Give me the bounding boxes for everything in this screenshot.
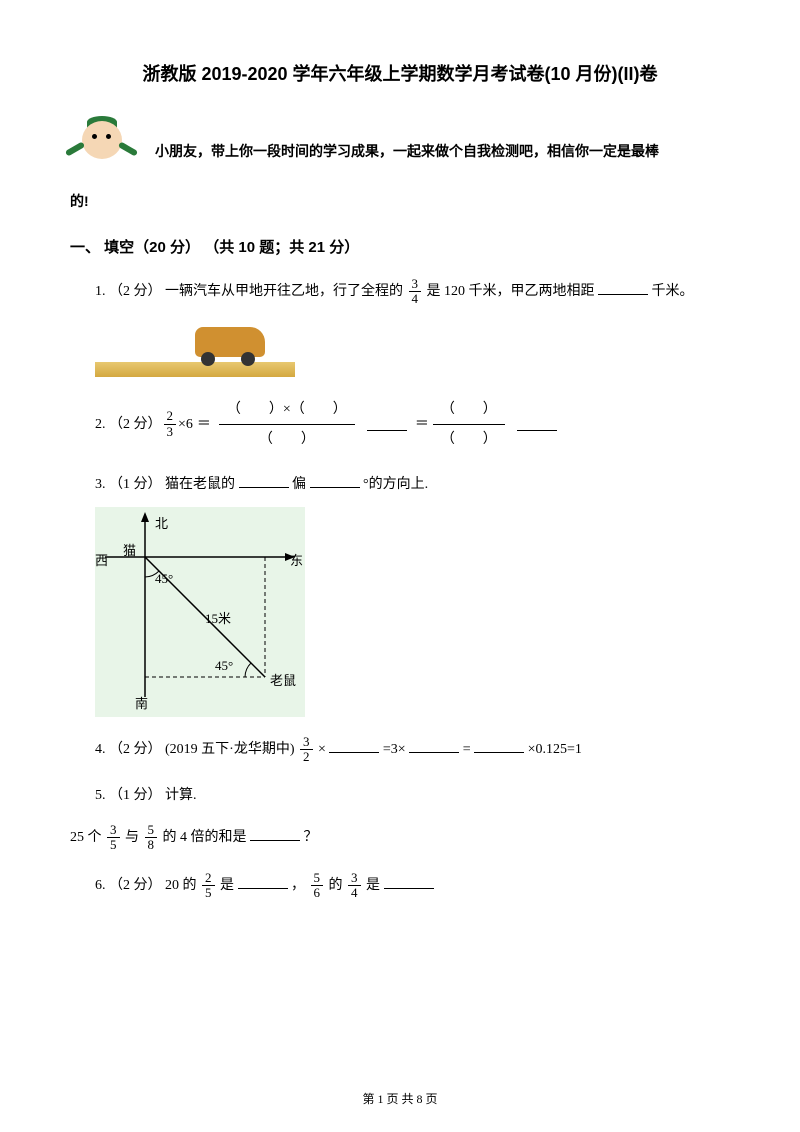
q3-pre: 3. （1 分） 猫在老鼠的 (95, 477, 235, 492)
fraction-icon: 5 8 (145, 823, 158, 853)
question-2: 2. （2 分） 2 3 ×6 ＝ （ ）×（ ） （ ） ＝ （ ） （ ） (70, 395, 730, 454)
blank-input[interactable] (367, 417, 407, 431)
label-distance: 15米 (205, 607, 231, 630)
car-image (95, 317, 295, 377)
direction-diagram: 北 南 东 西 猫 老鼠 15米 45° 45° (95, 507, 305, 717)
question-3: 3. （1 分） 猫在老鼠的 偏 °的方向上. 北 南 东 西 猫 老鼠 15米… (70, 472, 730, 717)
mascot-icon (70, 116, 135, 186)
label-south: 南 (135, 692, 148, 715)
q4-pre: 4. （2 分） (2019 五下·龙华期中) (95, 742, 298, 757)
q5-end: ？ (304, 830, 318, 845)
q4-mid1: × (318, 742, 326, 757)
blank-input[interactable] (239, 474, 289, 488)
fraction-icon: 3 5 (107, 823, 120, 853)
q3-mid: 偏 (292, 477, 306, 492)
label-angle-2: 45° (215, 654, 233, 677)
q5-pre: 25 个 (70, 830, 105, 845)
q4-mid2: =3× (383, 742, 406, 757)
q1-text-mid: 是 120 千米，甲乙两地相距 (427, 284, 595, 299)
q6-mid2: ， (291, 878, 309, 893)
intro-text-1: 小朋友，带上你一段时间的学习成果，一起来做个自我检测吧，相信你一定是最棒 (155, 137, 659, 165)
q1-text-post: 千米。 (652, 284, 694, 299)
eq: ＝ (197, 412, 211, 437)
fraction-icon: 3 2 (300, 735, 313, 765)
q3-post: °的方向上. (363, 477, 428, 492)
q5-post: 的 4 倍的和是 (163, 830, 247, 845)
blank-input[interactable] (250, 827, 300, 841)
section-heading: 一、 填空（20 分） （共 10 题；共 21 分） (70, 236, 730, 257)
fraction-icon: 2 5 (202, 871, 215, 901)
blank-input[interactable] (517, 417, 557, 431)
label-mouse: 老鼠 (270, 669, 296, 692)
label-west: 西 (95, 549, 108, 572)
blank-input[interactable] (598, 281, 648, 295)
q5-mid: 与 (125, 830, 143, 845)
intro-text-2: 的! (70, 191, 730, 211)
q6-mid1: 是 (220, 878, 234, 893)
q5-line1: 5. （1 分） 计算. (95, 783, 730, 808)
blank-input[interactable] (329, 739, 379, 753)
blank-input[interactable] (409, 739, 459, 753)
label-north: 北 (155, 512, 168, 535)
page-title: 浙教版 2019-2020 学年六年级上学期数学月考试卷(10 月份)(II)卷 (70, 60, 730, 86)
fraction-icon: 3 4 (409, 277, 422, 307)
label-angle-1: 45° (155, 567, 173, 590)
fraction-icon: 5 6 (311, 871, 324, 901)
q2-mult: ×6 (178, 412, 193, 437)
fraction-icon: 2 3 (164, 409, 177, 439)
page-footer: 第 1 页 共 8 页 (0, 1090, 800, 1107)
intro-row: 小朋友，带上你一段时间的学习成果，一起来做个自我检测吧，相信你一定是最棒 (70, 116, 730, 186)
label-east: 东 (290, 549, 303, 572)
q1-text-pre: 1. （2 分） 一辆汽车从甲地开往乙地，行了全程的 (95, 284, 407, 299)
question-5: 5. （1 分） 计算. 25 个 3 5 与 5 8 的 4 倍的和是 ？ (70, 783, 730, 853)
blank-input[interactable] (310, 474, 360, 488)
big-fraction: （ ） （ ） (433, 395, 505, 454)
question-4: 4. （2 分） (2019 五下·龙华期中) 3 2 × =3× = ×0.1… (70, 735, 730, 765)
big-fraction: （ ）×（ ） （ ） (219, 395, 355, 454)
label-cat: 猫 (123, 539, 136, 562)
q2-pre: 2. （2 分） (95, 412, 162, 437)
question-1: 1. （2 分） 一辆汽车从甲地开往乙地，行了全程的 3 4 是 120 千米，… (70, 277, 730, 377)
blank-input[interactable] (238, 875, 288, 889)
q6-pre: 6. （2 分） 20 的 (95, 878, 200, 893)
question-6: 6. （2 分） 20 的 2 5 是 ， 5 6 的 3 4 是 (70, 871, 730, 901)
q6-post: 是 (366, 878, 380, 893)
fraction-icon: 3 4 (348, 871, 361, 901)
q4-post: ×0.125=1 (528, 742, 582, 757)
eq: ＝ (415, 412, 429, 437)
blank-input[interactable] (474, 739, 524, 753)
q4-mid3: = (463, 742, 471, 757)
q6-mid3: 的 (329, 878, 347, 893)
blank-input[interactable] (384, 875, 434, 889)
